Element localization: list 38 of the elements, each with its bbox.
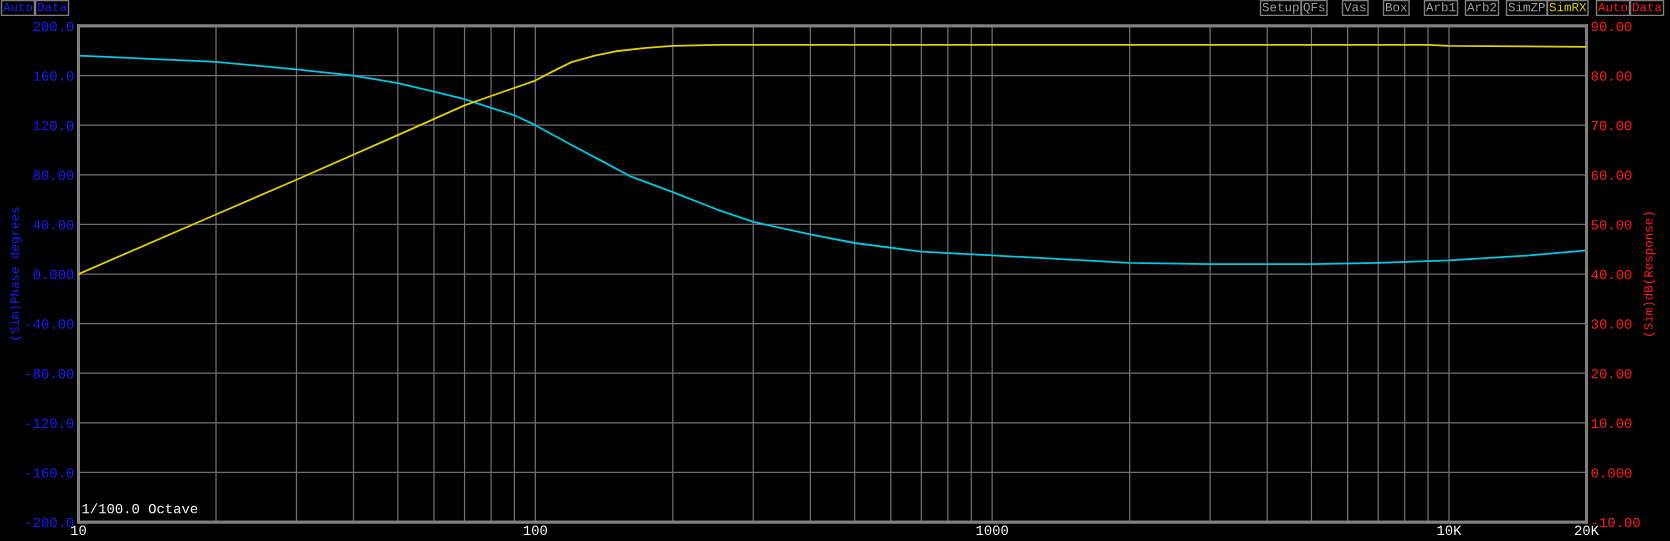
y-tick-label: -120.0 (26, 418, 74, 429)
text: Data (37, 2, 67, 12)
x-tick-label: 10K (1437, 525, 1462, 536)
y-tick-label: -80.00 (26, 368, 74, 379)
text: Auto (1598, 2, 1628, 12)
x-tick-label: 100 (523, 525, 547, 536)
y2-tick-label: 60.00 (1591, 170, 1632, 180)
text: Arb2 (1467, 2, 1497, 12)
y-tick-label: -40.00 (26, 319, 74, 329)
y2-tick-label: 70.00 (1591, 120, 1632, 131)
y-tick-label: 40.00 (33, 220, 74, 230)
y2-tick-label: 90.00 (1591, 21, 1632, 32)
text: Vas (1344, 3, 1366, 12)
y-tick-label: -160.0 (26, 468, 74, 478)
text: Data (1632, 2, 1662, 12)
y2-tick-label: 10.00 (1591, 418, 1632, 429)
y2-tick-label: 30.00 (1591, 319, 1632, 329)
text: SimZP (1508, 2, 1545, 12)
y2-axis-title: (Sim)dB(Response) (1643, 212, 1656, 336)
y-axis-title: (Sim)Phase degrees (9, 207, 22, 340)
text: QFs (1303, 2, 1325, 14)
y2-tick-label: 80.00 (1591, 71, 1632, 81)
text: Auto (3, 2, 33, 12)
y2-tick-label: 40.00 (1591, 269, 1632, 280)
y2-tick-label: 50.00 (1591, 220, 1632, 230)
text: Box (1385, 3, 1407, 12)
text: Setup (1262, 2, 1299, 14)
y-tick-label: 160.0 (33, 71, 74, 81)
annotation: 1/100.0 Octave (82, 503, 198, 514)
x-tick-label: 1000 (976, 525, 1008, 536)
y-tick-label: 80.00 (33, 170, 74, 180)
y2-tick-label: 0.000 (1591, 468, 1632, 478)
y-tick-label: 120.0 (33, 120, 74, 131)
text: Arb1 (1426, 2, 1456, 12)
y-tick-label: 200.0 (33, 21, 74, 32)
text: SimRX (1549, 2, 1587, 12)
y-tick-label: 0.000 (33, 269, 74, 280)
y2-tick-label: 20.00 (1591, 368, 1632, 379)
